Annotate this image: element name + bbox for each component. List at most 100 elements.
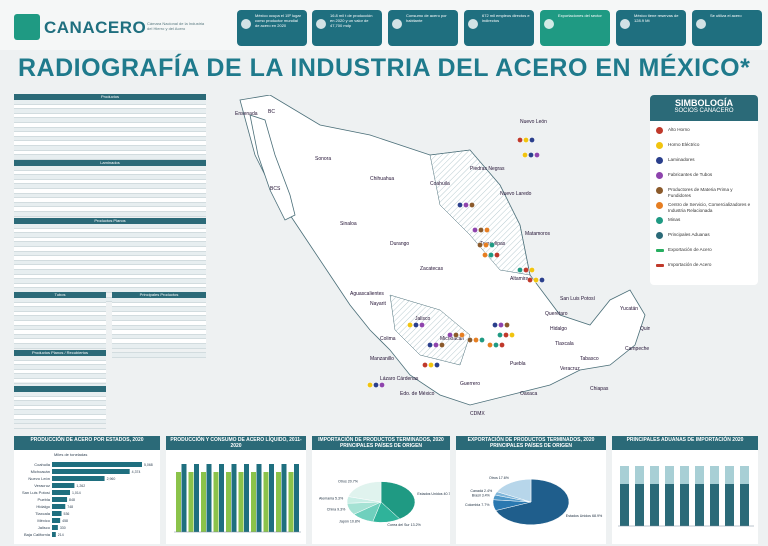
- plant-marker-icon: [453, 332, 459, 338]
- customs-bar-chart: [618, 466, 754, 527]
- table-row: [14, 361, 106, 366]
- table-row: [14, 189, 206, 194]
- mexico-map: Ensenada BC Sonora Chihuahua Coahuila Nuevo L…: [235, 95, 650, 417]
- bar-mark: [52, 490, 71, 495]
- bar-category-label: Jalisco: [38, 525, 51, 530]
- customs-bar-main: [620, 466, 629, 526]
- legend-label: Importación de Acero: [668, 262, 712, 267]
- plant-marker-icon: [529, 267, 535, 273]
- central-region: [389, 294, 471, 366]
- customs-bar-main: [650, 466, 659, 526]
- products-table-header: Productos: [14, 94, 206, 100]
- table-row: [14, 392, 106, 397]
- pie-label: Estados Unidos 68.9%: [566, 514, 603, 518]
- plant-marker-icon: [523, 267, 529, 273]
- table-row: [14, 109, 206, 114]
- map-label: Chiapas: [590, 386, 609, 392]
- bar-mark: [52, 476, 105, 481]
- table-row: [14, 424, 106, 429]
- pie-label: China 9.3%: [327, 507, 346, 511]
- table-row: [14, 171, 206, 176]
- bar-value-label: 4,374: [132, 470, 141, 474]
- legend-label: Laminadores: [668, 157, 695, 162]
- production-consumption-chart: [174, 464, 301, 533]
- plant-marker-icon: [434, 362, 440, 368]
- table-row: [14, 260, 206, 266]
- map-label: Ensenada: [235, 111, 258, 117]
- production-bar: [238, 472, 244, 532]
- table-row: [14, 419, 106, 425]
- plant-marker-icon: [487, 342, 493, 348]
- table-row: [14, 415, 106, 420]
- customs-bar-top: [725, 466, 734, 484]
- fact-pill-5: Exportaciones del sector: [540, 10, 610, 46]
- map-label: Hidalgo: [550, 326, 567, 332]
- table-row: [112, 349, 206, 354]
- bar-category-label: México: [37, 518, 50, 523]
- bar-value-label: 214: [58, 533, 64, 537]
- table-row: [14, 136, 206, 142]
- fact-text: 16.8 mil t de producción en 2020 y un va…: [330, 13, 373, 28]
- table-row: [112, 316, 206, 321]
- plant-marker-icon: [407, 322, 413, 328]
- plant-marker-icon: [504, 322, 510, 328]
- legend-marker-icon: [656, 157, 663, 164]
- pie-label: Otros 17.6%: [489, 476, 510, 480]
- bar-category-label: Hidalgo: [36, 504, 50, 509]
- map-label: Zacatecas: [420, 266, 444, 272]
- plant-marker-icon: [509, 332, 515, 338]
- fact-icon: [316, 19, 326, 29]
- legend-label: Exportación de Acero: [668, 247, 712, 252]
- legend-label: Alto Horno: [668, 127, 690, 132]
- fact-pill-7: Se utiliza el acero: [692, 10, 762, 46]
- bar-value-label: 2,960: [107, 477, 116, 481]
- map-label: Sonora: [315, 156, 331, 162]
- customs-bar-top: [710, 466, 719, 484]
- plant-marker-icon: [488, 252, 494, 258]
- fact-text: 672 mil empleos directos e indirectos: [482, 13, 530, 23]
- coated-table: Productos Planos / Recubiertos: [14, 350, 106, 389]
- table-row: [112, 312, 206, 317]
- consumption-bar: [181, 464, 187, 532]
- plant-marker-icon: [427, 342, 433, 348]
- panel-title: EXPORTACIÓN DE PRODUCTOS TERMINADOS, 202…: [456, 436, 606, 450]
- map-label: CDMX: [470, 411, 485, 417]
- map-label: Manzanillo: [370, 356, 394, 362]
- table-row: [112, 334, 206, 340]
- legend-marker-icon: [656, 202, 663, 209]
- bar-category-label: Veracruz: [34, 483, 50, 488]
- legend-label: Horno Eléctrico: [668, 142, 700, 147]
- plant-marker-icon: [469, 202, 475, 208]
- table-row: [14, 180, 206, 185]
- consumption-bar: [194, 464, 199, 532]
- table-row: [14, 312, 106, 317]
- plant-marker-icon: [527, 277, 533, 283]
- map-label: Querétaro: [545, 311, 568, 317]
- table-row: [14, 321, 106, 326]
- plant-marker-icon: [493, 342, 499, 348]
- imports-pie-chart: Estados Unidos 40.7% Corea del Sur 13.2% J…: [319, 480, 450, 527]
- plant-marker-icon: [534, 152, 540, 158]
- customs-bar-top: [650, 466, 659, 484]
- map-label: Yucatán: [620, 306, 638, 312]
- panel-title: PRODUCCIÓN DE ACERO POR ESTADOS, 2020: [14, 436, 160, 450]
- legend-subtitle: SOCIOS CANACERO: [674, 108, 734, 114]
- plant-marker-icon: [379, 382, 385, 388]
- bar-value-label: 536: [64, 512, 70, 516]
- plant-marker-icon: [367, 382, 373, 388]
- pie-label: Alemania 5.3%: [319, 496, 344, 500]
- panel-subtitle: Miles de toneladas: [54, 452, 88, 457]
- table-row: [14, 297, 206, 303]
- bar-mark: [52, 462, 142, 467]
- tubes-table: Tubos: [14, 292, 106, 358]
- table-row: [14, 279, 206, 284]
- legend-marker-icon: [656, 264, 664, 267]
- plant-marker-icon: [497, 332, 503, 338]
- panel-title: PRINCIPALES ADUANAS DE IMPORTACIÓN 2020: [612, 436, 758, 450]
- table-row: [14, 132, 206, 137]
- northeast-region: [429, 149, 531, 276]
- table-row: [14, 145, 206, 151]
- plant-marker-icon: [492, 322, 498, 328]
- fact-pill-1: México ocupa el 15º lugar como productor…: [237, 10, 307, 46]
- table-row: [14, 307, 106, 312]
